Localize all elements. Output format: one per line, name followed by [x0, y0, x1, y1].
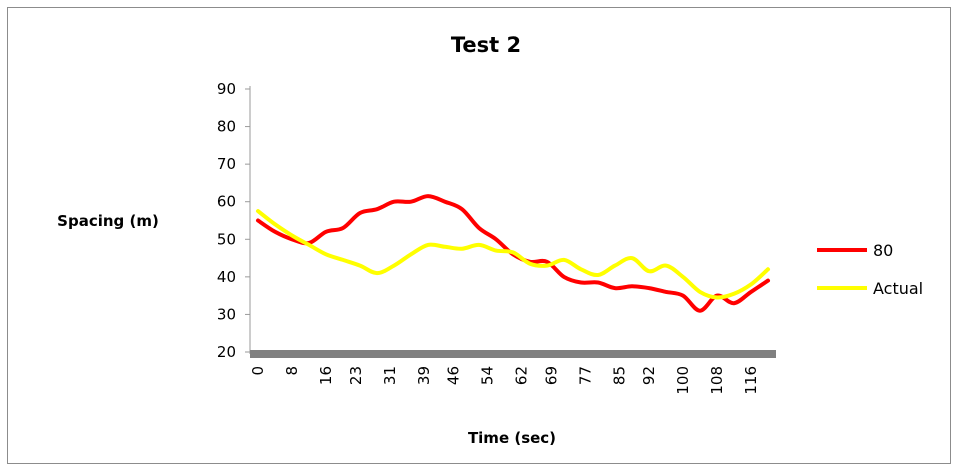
- legend-label: Actual: [873, 279, 923, 298]
- y-tick-label: 30: [217, 305, 236, 323]
- x-tick-label: 0: [249, 366, 267, 376]
- y-tick-label: 50: [217, 230, 236, 248]
- x-axis-title: Time (sec): [468, 429, 556, 447]
- y-tick-label: 90: [217, 80, 236, 98]
- x-tick-label: 62: [513, 366, 531, 385]
- series-line-yellow: [256, 209, 770, 300]
- y-tick-label: 70: [217, 155, 236, 173]
- legend-label: 80: [873, 241, 893, 260]
- x-tick-label: 85: [610, 366, 628, 385]
- x-tick-label: 16: [317, 366, 335, 385]
- x-tick-label: 8: [283, 366, 301, 376]
- chart-title: Test 2: [451, 33, 521, 57]
- x-tick-label: 116: [742, 366, 760, 395]
- y-axis-ticks: 20 30 40 50 60 70 80 90: [217, 80, 250, 361]
- x-tick-label: 46: [445, 366, 463, 385]
- y-tick-label: 40: [217, 268, 236, 286]
- y-axis-title: Spacing (m): [57, 212, 159, 230]
- x-tick-label: 92: [640, 366, 658, 385]
- y-tick-label: 20: [217, 343, 236, 361]
- series-layer: [256, 194, 770, 313]
- x-tick-label: 39: [415, 366, 433, 385]
- x-tick-label: 100: [674, 366, 692, 395]
- x-tick-label: 23: [347, 366, 365, 385]
- x-tick-label: 31: [381, 366, 399, 385]
- legend: 80 Actual: [817, 241, 923, 298]
- chart-frame: [7, 7, 951, 464]
- x-tick-label: 108: [708, 366, 726, 395]
- x-tick-label: 54: [479, 366, 497, 385]
- x-tick-label: 77: [576, 366, 594, 385]
- y-tick-label: 80: [217, 118, 236, 136]
- x-axis-ticks: 0 8 16 23 31 39 46 54 62 69 77 85 92 100 108 116: [249, 366, 760, 395]
- y-tick-label: 60: [217, 193, 236, 211]
- x-tick-label: 69: [542, 366, 560, 385]
- x-axis-floor: [250, 350, 776, 358]
